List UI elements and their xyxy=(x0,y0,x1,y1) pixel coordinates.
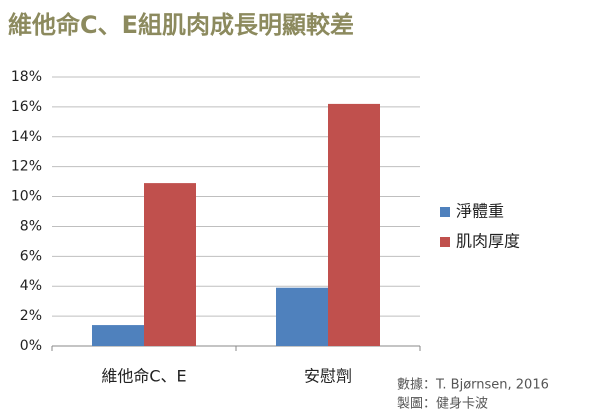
y-tick-label: 2% xyxy=(20,308,42,324)
bar xyxy=(328,103,380,347)
bar xyxy=(144,183,196,346)
y-tick-label: 16% xyxy=(11,99,42,115)
chart-title: 維他命C、E組肌肉成長明顯較差 xyxy=(8,11,354,39)
y-tick-label: 14% xyxy=(11,129,42,145)
y-tick-label: 10% xyxy=(11,189,42,205)
y-tick-label: 6% xyxy=(20,248,42,264)
credit-note: 製圖：健身卡波 xyxy=(397,396,488,412)
y-tick-label: 0% xyxy=(20,338,42,354)
legend-swatch xyxy=(440,237,450,247)
legend-swatch xyxy=(440,207,450,217)
x-tick-label: 維他命C、E xyxy=(101,367,186,386)
bar xyxy=(92,325,144,346)
x-tick-label: 安慰劑 xyxy=(304,367,352,386)
y-tick-label: 18% xyxy=(11,69,42,85)
legend-label: 肌肉厚度 xyxy=(456,232,520,251)
y-tick-label: 8% xyxy=(20,218,42,234)
source-note: 數據：T. Bjørnsen, 2016 xyxy=(397,378,549,393)
bar xyxy=(276,287,328,346)
legend-label: 淨體重 xyxy=(456,202,504,221)
y-tick-label: 12% xyxy=(11,159,42,175)
y-tick-label: 4% xyxy=(20,278,42,294)
